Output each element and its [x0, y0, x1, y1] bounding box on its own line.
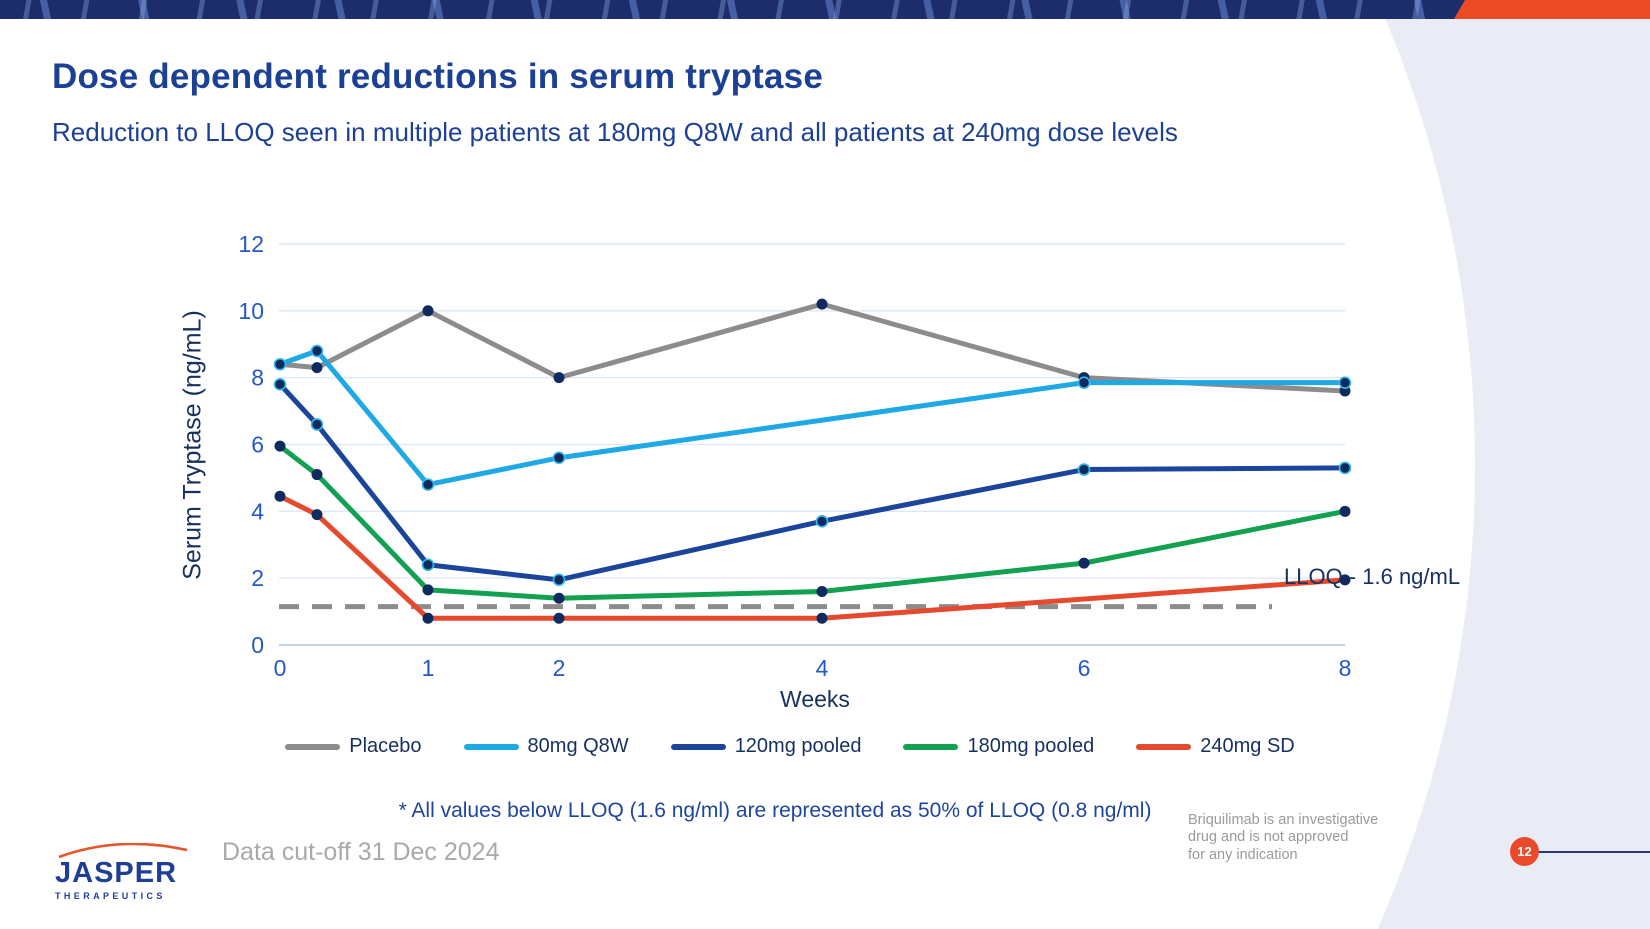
- data-point-marker: [310, 418, 324, 431]
- legend-label: 80mg Q8W: [527, 735, 629, 757]
- legend-swatch: [463, 743, 519, 750]
- series-240mg-sd: [274, 490, 1351, 624]
- data-point-marker: [816, 298, 828, 310]
- x-tick-label: 4: [816, 655, 829, 681]
- jasper-logo: JASPER THERAPEUTICS: [55, 843, 195, 901]
- data-point-marker: [1078, 557, 1090, 569]
- x-tick-label: 8: [1339, 655, 1352, 681]
- legend-swatch: [285, 743, 341, 750]
- y-tick-label: 2: [251, 565, 264, 591]
- legend-item-120mg-pooled: 120mg pooled: [670, 735, 862, 758]
- banner-texture: [0, 0, 1650, 19]
- data-point-marker: [421, 558, 435, 572]
- legend-label: Placebo: [349, 735, 422, 757]
- data-point-marker: [1077, 463, 1091, 476]
- data-point-marker: [274, 440, 286, 452]
- top-banner: [0, 0, 1650, 19]
- data-point-marker: [273, 378, 287, 391]
- data-point-marker: [1338, 376, 1352, 389]
- data-point-marker: [422, 305, 434, 317]
- legend-item-80mg-q8w: 80mg Q8W: [463, 735, 629, 758]
- logo-wordmark: JASPER: [55, 857, 178, 889]
- y-tick-label: 10: [238, 298, 264, 324]
- y-tick-labels: 0 2 4 6 8 10 12: [238, 231, 264, 658]
- x-tick-labels: 0 1 2 4 6 8: [274, 655, 1352, 681]
- x-tick-label: 6: [1078, 655, 1091, 681]
- y-tick-label: 6: [251, 431, 264, 457]
- disclaimer-line: drug and is not approved: [1188, 829, 1349, 846]
- data-point-marker: [422, 612, 434, 624]
- data-point-marker: [311, 469, 323, 481]
- legend-swatch: [903, 743, 959, 750]
- data-point-marker: [1338, 461, 1352, 475]
- data-point-marker: [310, 344, 324, 358]
- chart-legend: Placebo 80mg Q8W 120mg pooled 180mg pooled 2…: [245, 735, 1335, 758]
- y-tick-label: 0: [251, 632, 264, 658]
- page-number-line: [1539, 851, 1650, 853]
- series-120mg-pooled: [273, 378, 1352, 587]
- y-axis-title: Serum Tryptase (ng/mL): [178, 310, 207, 580]
- banner-orange-accent: [1454, 0, 1650, 19]
- x-tick-label: 2: [553, 655, 566, 681]
- x-axis-title: Weeks: [780, 686, 850, 712]
- series-line: [277, 348, 1348, 488]
- data-point-marker: [553, 372, 565, 384]
- data-point-marker: [816, 612, 828, 624]
- data-point-marker: [1077, 376, 1091, 389]
- data-cutoff-text: Data cut-off 31 Dec 2024: [222, 838, 500, 866]
- data-point-marker: [311, 362, 323, 374]
- series-180mg-pooled: [274, 440, 1351, 604]
- footnote: * All values below LLOQ (1.6 ng/ml) are …: [398, 799, 1152, 822]
- x-tick-label: 1: [422, 655, 435, 681]
- disclaimer-line: for any indication: [1188, 846, 1298, 863]
- legend-item-placebo: Placebo: [285, 735, 422, 758]
- data-point-marker: [553, 592, 565, 604]
- data-point-marker: [421, 478, 435, 491]
- x-tick-label: 0: [274, 655, 287, 681]
- legend-label: 240mg SD: [1200, 735, 1295, 757]
- series-80mg-q8w: [273, 344, 1352, 491]
- lloq-reference-label: LLOQ - 1.6 ng/mL: [1284, 564, 1461, 589]
- data-point-marker: [274, 490, 286, 502]
- legend-label: 120mg pooled: [734, 735, 862, 757]
- data-point-marker: [816, 586, 828, 598]
- disclaimer-line: Briquilimab is an investigative: [1188, 812, 1379, 828]
- data-point-marker: [815, 515, 829, 528]
- legend-swatch: [1136, 743, 1192, 750]
- content-background-shape: [0, 0, 1475, 929]
- legend-item-180mg-pooled: 180mg pooled: [903, 735, 1094, 758]
- y-tick-label: 4: [251, 498, 264, 524]
- gridlines: [279, 243, 1345, 646]
- data-point-marker: [1339, 574, 1351, 586]
- logo-sub-wordmark: THERAPEUTICS: [55, 891, 166, 901]
- page-subtitle: Reduction to LLOQ seen in multiple patie…: [52, 117, 1178, 147]
- legend-item-240mg-sd: 240mg SD: [1136, 735, 1295, 758]
- y-axis-title-wrap: Serum Tryptase (ng/mL): [118, 310, 268, 580]
- data-point-marker: [1339, 505, 1351, 517]
- y-tick-label: 8: [251, 365, 264, 391]
- disclaimer-text: Briquilimab is an investigative drug and…: [1188, 812, 1378, 864]
- data-point-marker: [553, 612, 565, 624]
- legend-swatch: [670, 743, 726, 750]
- y-tick-label: 12: [238, 231, 264, 257]
- legend-label: 180mg pooled: [967, 735, 1095, 757]
- page-number-badge: 12: [1510, 837, 1539, 866]
- data-point-marker: [552, 451, 566, 465]
- series-line: [277, 493, 1348, 621]
- data-point-marker: [311, 509, 323, 521]
- logo-swoosh-icon: [58, 843, 188, 859]
- data-point-marker: [552, 573, 566, 587]
- data-point-marker: [273, 357, 287, 371]
- data-point-marker: [422, 584, 434, 596]
- page-title: Dose dependent reductions in serum trypt…: [52, 57, 823, 96]
